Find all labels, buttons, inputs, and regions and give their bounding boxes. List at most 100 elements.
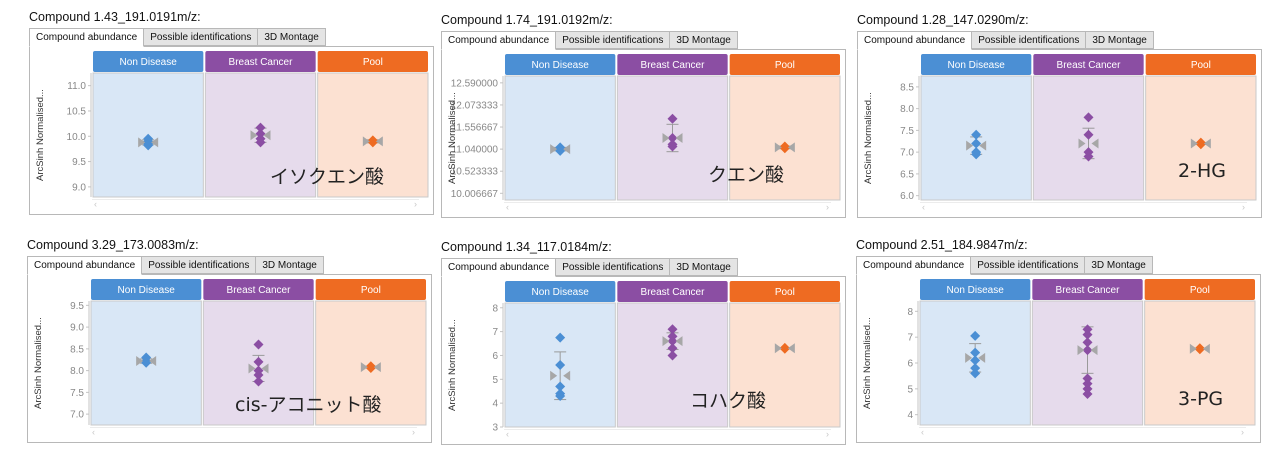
- data-point: [667, 343, 678, 354]
- data-point: [1083, 112, 1094, 123]
- data-point: [1195, 139, 1206, 150]
- tab-3d-montage[interactable]: 3D Montage: [255, 256, 324, 274]
- scroll-left-icon[interactable]: ‹: [92, 427, 95, 437]
- y-tick-label: 9.5: [70, 301, 84, 312]
- tab-compound-abundance[interactable]: Compound abundance: [857, 31, 973, 50]
- tab-possible-identifications[interactable]: Possible identifications: [971, 31, 1087, 49]
- group-header-label: Pool: [361, 285, 381, 296]
- tab-compound-abundance[interactable]: Compound abundance: [29, 28, 145, 47]
- tab-bar: Compound abundance Possible identificatio…: [29, 28, 326, 47]
- abundance-chart: Non Disease Breast Cancer Pool 10.006667 10.…: [447, 54, 841, 201]
- mean-marker-right: [787, 142, 795, 153]
- data-point: [1082, 337, 1093, 348]
- y-tick-label: 9.5: [72, 157, 86, 168]
- group-header: [205, 51, 316, 72]
- mean-marker-right: [375, 136, 383, 147]
- y-axis-label: ArcSinh Normalised...: [35, 89, 46, 181]
- mean-marker-right: [1203, 138, 1211, 149]
- tab-3d-montage[interactable]: 3D Montage: [669, 258, 738, 276]
- group-header-label: Non Disease: [118, 285, 176, 296]
- scroll-right-icon[interactable]: ›: [414, 199, 417, 209]
- y-tick-label: 4: [492, 399, 498, 410]
- scroll-right-icon[interactable]: ›: [1242, 202, 1245, 212]
- y-tick-label: 8: [492, 303, 498, 314]
- tab-3d-montage[interactable]: 3D Montage: [1084, 256, 1153, 274]
- tab-compound-abundance[interactable]: Compound abundance: [27, 256, 143, 275]
- compound-title: Compound 1.34_117.0184m/z:: [441, 240, 612, 254]
- scroll-right-icon[interactable]: ›: [826, 429, 829, 439]
- scroll-right-icon[interactable]: ›: [1241, 427, 1244, 437]
- mean-marker-right: [263, 130, 271, 141]
- y-tick-label: 12.590000: [451, 78, 499, 89]
- horizontal-scrollbar[interactable]: ‹ ›: [919, 427, 1246, 439]
- tab-3d-montage[interactable]: 3D Montage: [1085, 31, 1154, 49]
- data-point: [971, 129, 982, 140]
- mean-marker-right: [1091, 138, 1099, 149]
- data-point: [1083, 151, 1094, 162]
- scroll-left-icon[interactable]: ‹: [921, 427, 924, 437]
- horizontal-scrollbar[interactable]: ‹ ›: [504, 429, 831, 441]
- data-point: [1082, 373, 1093, 384]
- tab-compound-abundance[interactable]: Compound abundance: [441, 258, 557, 277]
- scroll-left-icon[interactable]: ‹: [922, 202, 925, 212]
- mean-marker-right: [675, 133, 683, 143]
- y-tick-label: 11.0: [67, 81, 86, 92]
- scroll-left-icon[interactable]: ‹: [506, 429, 509, 439]
- group-header-label: Non Disease: [947, 285, 1005, 296]
- tab-possible-identifications[interactable]: Possible identifications: [143, 28, 259, 46]
- data-point: [667, 350, 678, 361]
- chart-frame: Non Disease Breast Cancer Pool 9.0 9.5 10.0 10…: [29, 46, 434, 215]
- group-background: [504, 302, 616, 428]
- tab-possible-identifications[interactable]: Possible identifications: [141, 256, 257, 274]
- mean-marker-right: [1202, 343, 1210, 354]
- data-point: [667, 113, 678, 124]
- compound-title: Compound 1.74_191.0192m/z:: [441, 13, 613, 27]
- mean-marker-left: [136, 356, 144, 367]
- tab-possible-identifications[interactable]: Possible identifications: [555, 31, 671, 49]
- y-tick-label: 10.5: [67, 106, 87, 117]
- data-point: [1083, 129, 1094, 140]
- horizontal-scrollbar[interactable]: ‹ ›: [92, 199, 419, 211]
- scroll-left-icon[interactable]: ‹: [94, 199, 97, 209]
- group-header: [91, 279, 202, 300]
- tab-compound-abundance[interactable]: Compound abundance: [441, 31, 557, 50]
- group-header: [1144, 279, 1255, 300]
- scroll-right-icon[interactable]: ›: [826, 202, 829, 212]
- mean-marker-right: [1090, 345, 1098, 356]
- compound-panel: Compound 1.28_147.0290m/z: Compound abund…: [857, 13, 1262, 218]
- data-point: [253, 376, 264, 387]
- compound-panel: Compound 1.74_191.0192m/z: Compound abund…: [441, 13, 846, 218]
- tab-possible-identifications[interactable]: Possible identifications: [970, 256, 1086, 274]
- tab-possible-identifications[interactable]: Possible identifications: [555, 258, 671, 276]
- tab-bar: Compound abundance Possible identificatio…: [441, 31, 738, 50]
- data-point: [253, 356, 264, 367]
- y-tick-label: 7: [907, 333, 913, 344]
- mean-marker-right: [151, 137, 159, 148]
- mean-marker-right: [373, 362, 381, 373]
- compound-name-label: 2-HG: [1178, 160, 1226, 182]
- chart-frame: Non Disease Breast Cancer Pool 4 5 6 7 8 ArcSinh…: [856, 274, 1261, 443]
- data-point: [1082, 383, 1093, 394]
- tab-3d-montage[interactable]: 3D Montage: [669, 31, 738, 49]
- mean-marker-left: [360, 362, 368, 373]
- horizontal-scrollbar[interactable]: ‹ ›: [920, 202, 1247, 214]
- chart-frame: Non Disease Breast Cancer Pool 10.006667 10.…: [441, 49, 846, 218]
- data-point: [1082, 345, 1093, 356]
- group-header-label: Breast Cancer: [1057, 60, 1122, 71]
- tab-3d-montage[interactable]: 3D Montage: [257, 28, 326, 46]
- scroll-left-icon[interactable]: ‹: [506, 202, 509, 212]
- y-tick-label: 7: [492, 327, 498, 338]
- mean-marker-right: [978, 352, 986, 363]
- tab-compound-abundance[interactable]: Compound abundance: [856, 256, 972, 275]
- group-header-label: Non Disease: [532, 287, 590, 298]
- horizontal-scrollbar[interactable]: ‹ ›: [504, 202, 831, 214]
- data-point: [367, 137, 378, 148]
- y-tick-label: 6: [492, 351, 498, 362]
- y-axis-label: ArcSinh Normalised...: [33, 317, 44, 409]
- compound-title: Compound 2.51_184.9847m/z:: [856, 238, 1028, 252]
- data-point: [555, 391, 566, 401]
- horizontal-scrollbar[interactable]: ‹ ›: [90, 427, 417, 439]
- y-axis-label: ArcSinh Normalised...: [862, 317, 873, 409]
- group-header: [1145, 54, 1256, 75]
- scroll-right-icon[interactable]: ›: [412, 427, 415, 437]
